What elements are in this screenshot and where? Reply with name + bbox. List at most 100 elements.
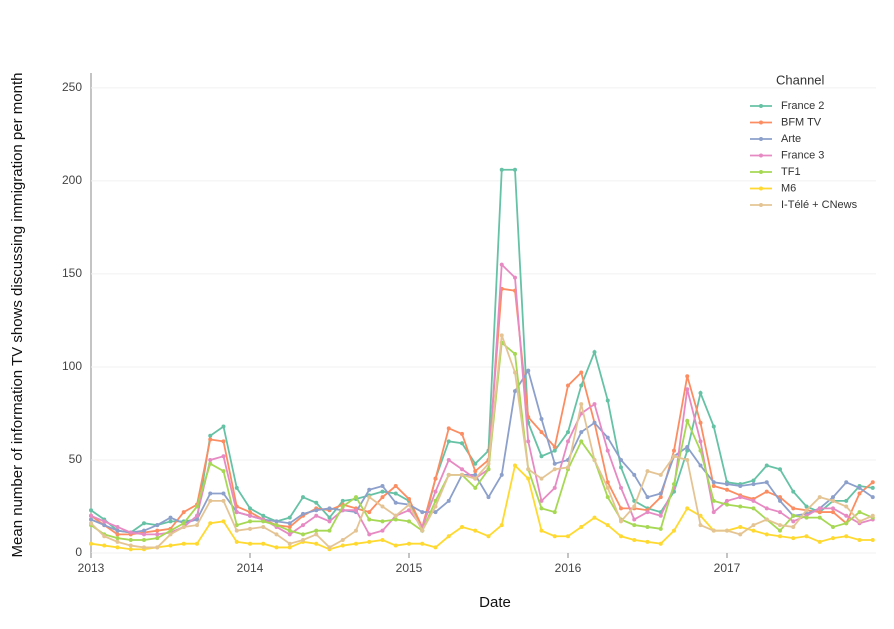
data-point — [208, 457, 213, 462]
data-point — [791, 489, 796, 494]
data-point — [592, 350, 597, 355]
data-point — [102, 534, 107, 539]
data-point — [619, 519, 623, 524]
data-point — [102, 519, 107, 524]
data-point — [698, 420, 703, 425]
series-line — [90, 368, 874, 534]
series-line — [90, 262, 873, 536]
data-point — [870, 495, 875, 500]
data-point — [817, 506, 822, 511]
data-point — [791, 506, 796, 511]
data-point — [473, 476, 478, 481]
data-point — [287, 515, 292, 520]
data-point — [579, 370, 584, 375]
data-point — [327, 519, 332, 524]
data-point — [539, 476, 544, 481]
data-point — [645, 539, 650, 544]
data-point — [314, 541, 319, 546]
legend-marker — [759, 203, 763, 207]
data-point — [446, 439, 451, 444]
data-point — [658, 513, 663, 518]
data-point — [195, 523, 199, 528]
data-point — [287, 541, 292, 546]
data-point — [738, 484, 743, 489]
data-point — [592, 457, 597, 462]
data-point — [513, 275, 517, 280]
data-point — [420, 541, 425, 546]
data-point — [102, 543, 107, 548]
data-point — [725, 498, 729, 503]
data-point — [738, 524, 743, 529]
data-point — [725, 502, 729, 507]
data-point — [645, 510, 650, 515]
data-point — [446, 498, 451, 503]
data-point — [804, 508, 809, 513]
legend-label: France 2 — [781, 100, 824, 112]
data-point — [380, 519, 385, 524]
data-point — [857, 510, 862, 515]
data-point — [195, 504, 199, 509]
legend-marker — [759, 104, 763, 108]
data-point — [460, 524, 464, 529]
data-point — [142, 532, 146, 537]
data-point — [685, 444, 690, 449]
data-point — [499, 333, 504, 338]
data-point — [168, 519, 173, 524]
data-point — [234, 523, 239, 528]
data-point — [181, 541, 186, 546]
y-tick-label: 200 — [62, 173, 82, 187]
data-point — [274, 519, 279, 524]
data-point — [327, 515, 332, 520]
data-point — [764, 489, 769, 494]
data-point — [619, 457, 623, 462]
data-point — [605, 398, 610, 403]
data-point — [711, 510, 716, 515]
data-point — [685, 506, 690, 511]
data-point — [261, 519, 266, 524]
data-point — [645, 469, 650, 474]
data-point — [658, 526, 663, 531]
data-point — [261, 541, 266, 546]
data-point — [804, 504, 809, 509]
data-point — [619, 485, 623, 490]
legend-label: Arte — [781, 133, 801, 145]
data-point — [513, 351, 517, 356]
data-point — [473, 472, 478, 477]
data-point — [354, 508, 358, 513]
data-point — [698, 391, 703, 395]
data-point — [791, 536, 796, 541]
data-point — [155, 532, 160, 537]
data-point — [566, 465, 570, 470]
data-point — [619, 506, 623, 511]
data-point — [486, 534, 491, 539]
data-point — [314, 500, 319, 505]
data-point — [460, 467, 464, 472]
legend-title: Channel — [776, 72, 825, 87]
data-point — [579, 439, 584, 444]
legend-label: TF1 — [781, 166, 801, 178]
data-point — [327, 528, 332, 533]
data-point — [738, 495, 743, 500]
data-point — [221, 519, 226, 524]
data-point — [831, 506, 835, 511]
data-point — [393, 513, 398, 518]
data-point — [261, 524, 266, 529]
data-point — [711, 498, 716, 503]
legend-marker — [759, 153, 763, 158]
data-point — [142, 537, 146, 542]
y-tick-label: 100 — [62, 359, 82, 373]
legend-label: I-Télé + CNews — [781, 199, 858, 211]
data-point — [711, 528, 716, 533]
data-point — [566, 383, 570, 388]
legend-label: BFM TV — [781, 116, 822, 128]
data-point — [340, 537, 345, 542]
data-point — [831, 536, 835, 541]
data-point — [645, 495, 650, 500]
data-point — [460, 441, 464, 446]
data-point — [764, 506, 769, 511]
data-point — [539, 528, 544, 533]
data-point — [168, 543, 173, 548]
data-point — [632, 537, 637, 542]
data-point — [579, 383, 584, 388]
